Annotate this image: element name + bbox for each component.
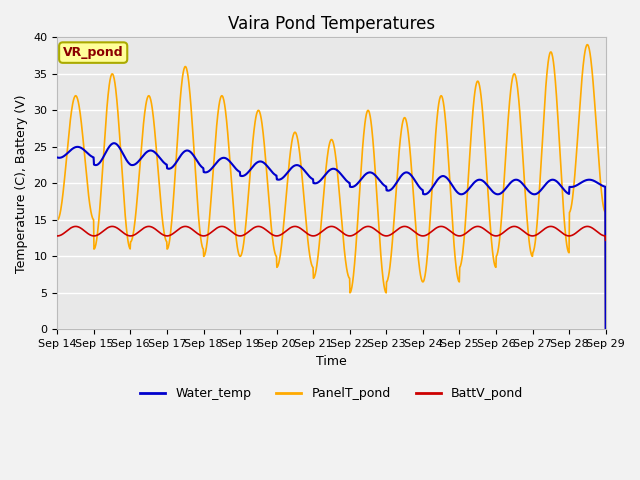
Text: VR_pond: VR_pond (63, 46, 124, 59)
Title: Vaira Pond Temperatures: Vaira Pond Temperatures (228, 15, 435, 33)
X-axis label: Time: Time (316, 355, 347, 368)
Y-axis label: Temperature (C), Battery (V): Temperature (C), Battery (V) (15, 94, 28, 273)
Legend: Water_temp, PanelT_pond, BattV_pond: Water_temp, PanelT_pond, BattV_pond (135, 382, 528, 405)
